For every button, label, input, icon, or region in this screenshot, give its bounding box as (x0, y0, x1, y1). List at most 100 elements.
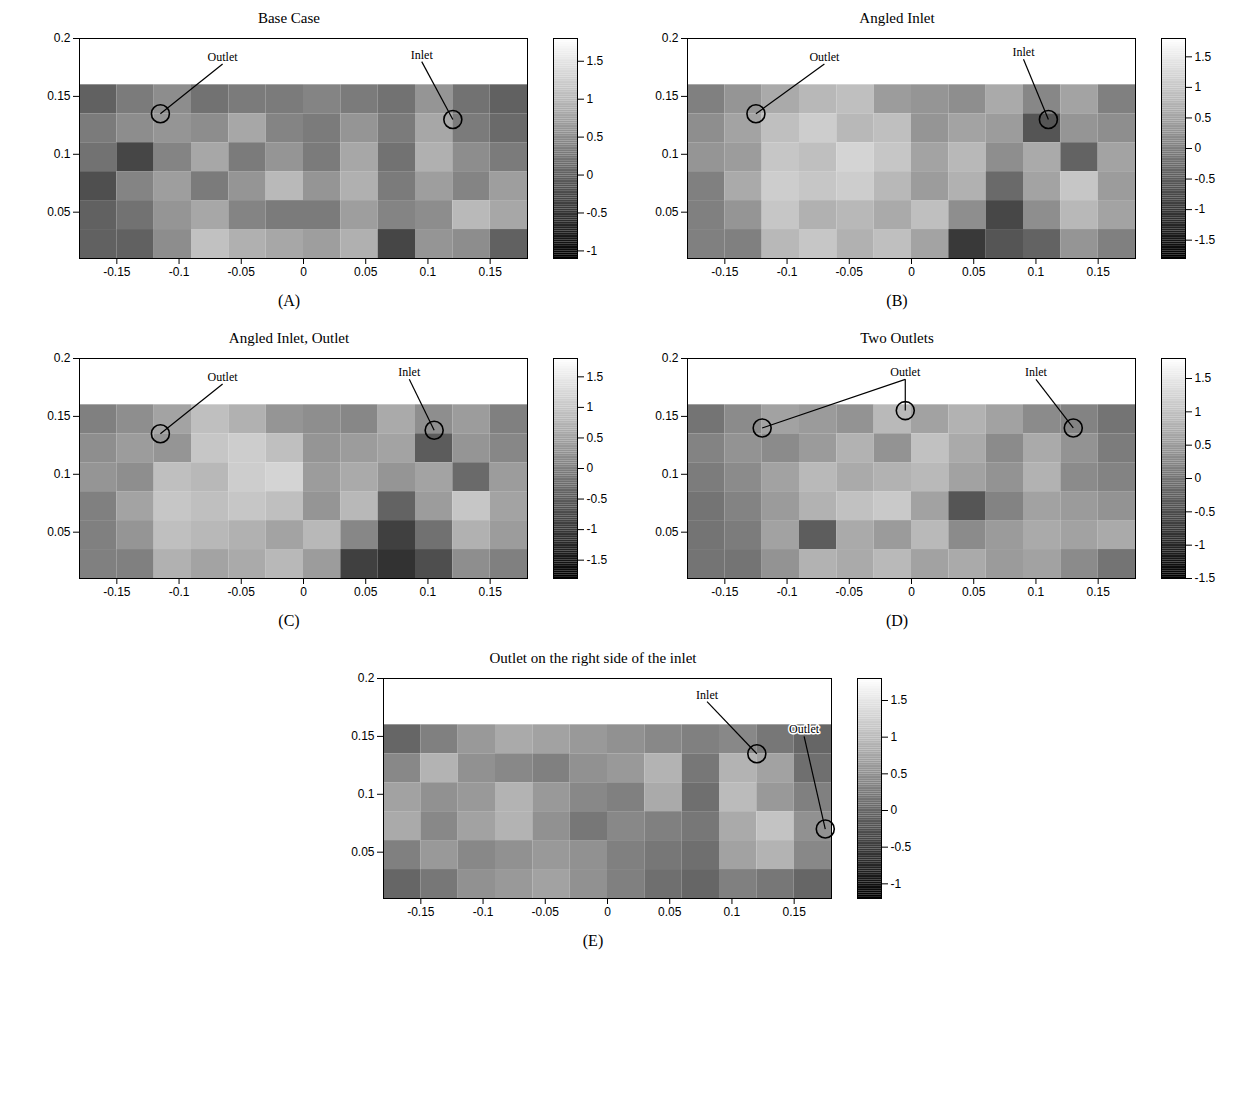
svg-text:0.2: 0.2 (54, 351, 71, 365)
svg-text:0.5: 0.5 (1195, 111, 1212, 125)
svg-text:1: 1 (1195, 80, 1202, 94)
svg-text:-1: -1 (1195, 202, 1206, 216)
svg-text:1.5: 1.5 (587, 370, 604, 384)
svg-text:1.5: 1.5 (891, 693, 908, 707)
svg-text:-0.05: -0.05 (532, 905, 560, 919)
svg-text:-0.05: -0.05 (228, 265, 256, 279)
svg-text:Inlet: Inlet (1025, 365, 1048, 379)
svg-text:0.1: 0.1 (420, 265, 437, 279)
svg-text:Outlet: Outlet (208, 50, 239, 64)
svg-text:-0.05: -0.05 (228, 585, 256, 599)
svg-text:0.1: 0.1 (724, 905, 741, 919)
svg-text:0: 0 (908, 585, 915, 599)
svg-text:-0.5: -0.5 (1195, 172, 1216, 186)
svg-text:1: 1 (587, 400, 594, 414)
svg-text:Inlet: Inlet (696, 688, 719, 702)
svg-text:0.1: 0.1 (420, 585, 437, 599)
svg-text:0.15: 0.15 (47, 409, 71, 423)
svg-text:0.1: 0.1 (662, 467, 679, 481)
svg-text:0.1: 0.1 (54, 467, 71, 481)
svg-text:-1.5: -1.5 (1195, 571, 1216, 585)
svg-text:0.05: 0.05 (354, 585, 378, 599)
svg-text:-1: -1 (1195, 538, 1206, 552)
svg-text:-0.05: -0.05 (836, 585, 864, 599)
svg-text:-0.1: -0.1 (473, 905, 494, 919)
svg-text:0.05: 0.05 (47, 525, 71, 539)
svg-text:0.15: 0.15 (351, 729, 375, 743)
svg-text:0.2: 0.2 (662, 351, 679, 365)
svg-text:0.2: 0.2 (358, 671, 375, 685)
svg-text:0: 0 (891, 803, 898, 817)
svg-text:0.05: 0.05 (47, 205, 71, 219)
html-text:(A): (A) (277, 292, 301, 309)
svg-text:0.15: 0.15 (655, 89, 679, 103)
svg-text:-0.5: -0.5 (1195, 505, 1216, 519)
svg-text:1.5: 1.5 (587, 54, 604, 68)
svg-text:0: 0 (300, 585, 307, 599)
svg-text:0.5: 0.5 (587, 431, 604, 445)
svg-text:0.05: 0.05 (351, 845, 375, 859)
svg-text:Inlet: Inlet (1013, 45, 1036, 59)
svg-text:-0.15: -0.15 (103, 585, 131, 599)
svg-text:0.05: 0.05 (962, 585, 986, 599)
svg-text:0: 0 (1195, 141, 1202, 155)
svg-text:-1: -1 (587, 522, 598, 536)
svg-text:-0.1: -0.1 (777, 265, 798, 279)
svg-text:-0.5: -0.5 (587, 206, 608, 220)
svg-text:0.1: 0.1 (1028, 585, 1045, 599)
svg-text:0.15: 0.15 (655, 409, 679, 423)
svg-text:0.15: 0.15 (1086, 585, 1110, 599)
svg-text:-1.5: -1.5 (1195, 233, 1216, 247)
svg-text:0: 0 (300, 265, 307, 279)
svg-text:Outlet: Outlet (809, 50, 840, 64)
svg-text:0.1: 0.1 (1028, 265, 1045, 279)
html-text:(B): (B) (886, 292, 908, 309)
svg-text:0.1: 0.1 (662, 147, 679, 161)
svg-text:0.05: 0.05 (962, 265, 986, 279)
svg-text:0.5: 0.5 (1195, 438, 1212, 452)
svg-text:1: 1 (587, 92, 594, 106)
svg-text:-1: -1 (891, 877, 902, 891)
svg-text:-0.05: -0.05 (836, 265, 864, 279)
svg-text:Outlet: Outlet (208, 370, 239, 384)
svg-text:-0.1: -0.1 (169, 265, 190, 279)
svg-text:0.2: 0.2 (54, 31, 71, 45)
svg-text:0.05: 0.05 (655, 525, 679, 539)
svg-text:0.15: 0.15 (478, 585, 502, 599)
svg-text:-0.15: -0.15 (407, 905, 435, 919)
svg-text:-0.15: -0.15 (711, 585, 739, 599)
svg-text:0.2: 0.2 (662, 31, 679, 45)
svg-text:1.5: 1.5 (1195, 50, 1212, 64)
svg-text:-0.15: -0.15 (103, 265, 131, 279)
svg-text:1: 1 (1195, 405, 1202, 419)
svg-text:-0.5: -0.5 (891, 840, 912, 854)
svg-text:0.05: 0.05 (354, 265, 378, 279)
svg-text:0.5: 0.5 (587, 130, 604, 144)
svg-text:-0.1: -0.1 (777, 585, 798, 599)
svg-text:-1: -1 (587, 244, 598, 258)
svg-text:0.1: 0.1 (54, 147, 71, 161)
svg-text:-0.1: -0.1 (169, 585, 190, 599)
svg-text:Outlet: Outlet (890, 365, 921, 379)
svg-text:-0.5: -0.5 (587, 492, 608, 506)
svg-text:0.15: 0.15 (782, 905, 806, 919)
svg-text:0.1: 0.1 (358, 787, 375, 801)
svg-text:1: 1 (891, 730, 898, 744)
svg-text:Inlet: Inlet (398, 365, 421, 379)
svg-text:0: 0 (587, 168, 594, 182)
svg-text:0.15: 0.15 (47, 89, 71, 103)
svg-text:0: 0 (908, 265, 915, 279)
svg-text:0.05: 0.05 (658, 905, 682, 919)
svg-text:1.5: 1.5 (1195, 371, 1212, 385)
svg-text:-0.15: -0.15 (711, 265, 739, 279)
svg-text:0: 0 (1195, 471, 1202, 485)
svg-text:0.15: 0.15 (478, 265, 502, 279)
svg-text:0: 0 (587, 461, 594, 475)
svg-text:0.5: 0.5 (891, 767, 908, 781)
svg-text:-1.5: -1.5 (587, 553, 608, 567)
svg-text:Outlet: Outlet (789, 722, 820, 736)
svg-text:0.15: 0.15 (1086, 265, 1110, 279)
svg-text:Inlet: Inlet (411, 48, 434, 62)
svg-text:0.05: 0.05 (655, 205, 679, 219)
svg-text:0: 0 (604, 905, 611, 919)
